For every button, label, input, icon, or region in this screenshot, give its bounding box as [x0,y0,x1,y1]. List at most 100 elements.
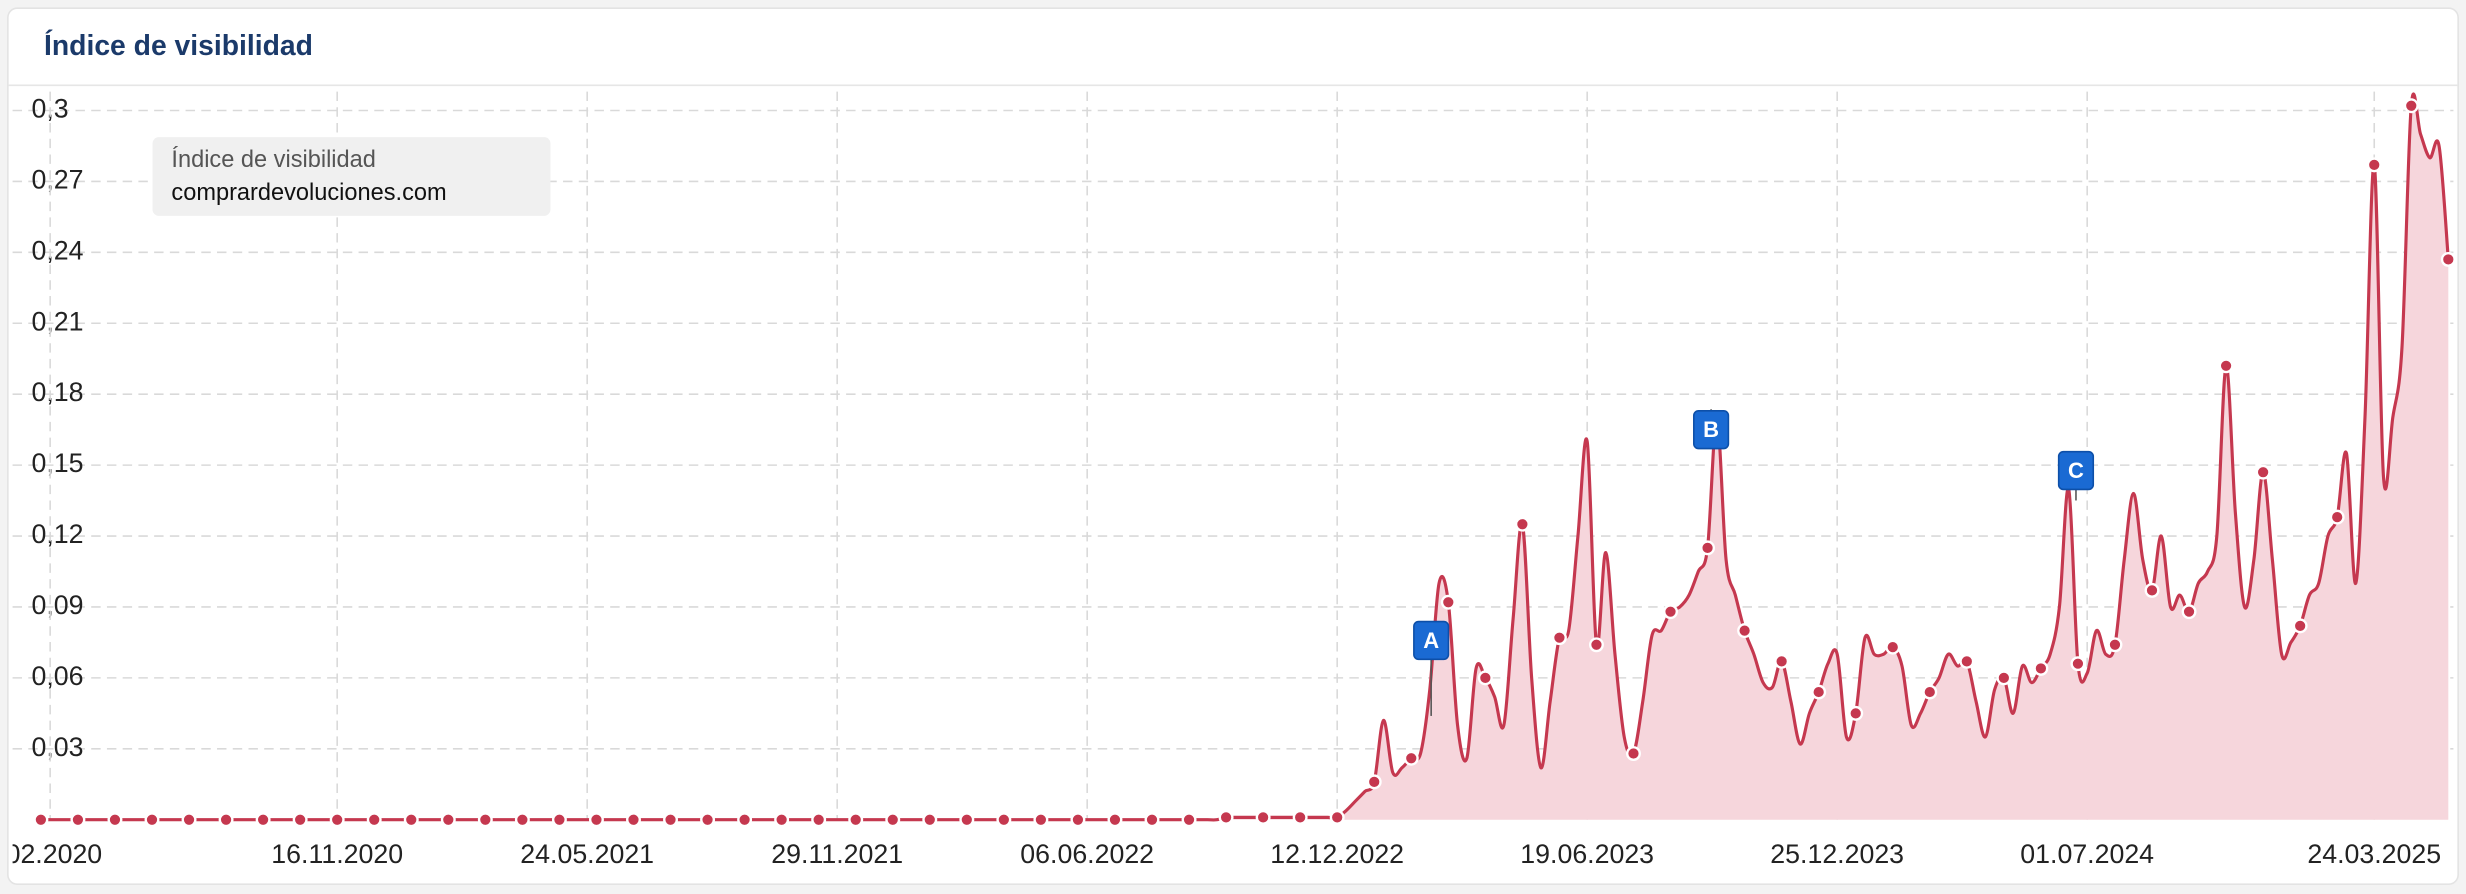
marker [1811,684,1827,700]
marker [2403,98,2419,114]
marker [1922,684,1938,700]
marker [218,812,234,828]
marker [2107,637,2123,653]
marker [1514,516,1530,532]
marker [2255,464,2271,480]
legend-box [152,137,551,216]
y-tick-label: 0,18 [31,377,83,407]
marker [2144,582,2160,598]
marker [1144,812,1160,828]
marker [1996,670,2012,686]
marker [1663,604,1678,620]
marker [626,812,641,828]
marker [996,812,1012,828]
marker [1959,653,1975,669]
y-tick-label: 0,09 [31,590,83,620]
x-tick-label: .02.2020 [0,839,102,869]
marker [922,812,938,828]
marker [1848,705,1864,721]
marker [1255,809,1271,825]
marker [477,812,493,828]
y-tick-label: 0,12 [31,519,83,549]
marker [255,812,271,828]
marker [1292,809,1308,825]
x-tick-label: 24.05.2021 [520,839,654,869]
marker [403,812,419,828]
marker [2033,660,2049,676]
marker [1588,637,1604,653]
marker [848,812,864,828]
marker [1033,812,1049,828]
marker [1218,809,1234,825]
marker [1477,670,1493,686]
marker [329,812,345,828]
marker [1403,750,1419,766]
legend-entry: comprardevoluciones.com [171,179,446,205]
marker [1700,540,1716,556]
grid: 0,030,060,090,120,150,180,210,240,270,3 [12,91,2454,820]
marker [2366,157,2382,173]
annotation-label: B [1703,417,1719,442]
marker [588,812,604,828]
y-tick-label: 0,15 [31,448,83,478]
marker [663,812,678,828]
marker [514,812,530,828]
annotation-box [1693,410,1730,450]
marker [1366,774,1382,790]
marker [181,812,197,828]
marker [2218,358,2234,374]
annotations: A B C [1413,409,2095,716]
x-tick-label: 29.11.2021 [771,839,903,869]
x-tick-label: 19.06.2023 [1520,839,1654,869]
marker [1440,594,1456,610]
y-tick-label: 0,03 [31,732,83,762]
marker [1737,623,1753,639]
plot [33,92,2456,828]
marker [366,812,382,828]
marker [1626,746,1641,762]
line [40,92,2450,822]
marker [2070,656,2086,672]
x-axis: .02.2020 16.11.2020 24.05.2021 29.11.2021 06… [0,839,2442,869]
legend-title: Índice de visibilidad [171,146,375,172]
marker [700,812,716,828]
marker [2292,618,2308,634]
marker [2329,509,2345,525]
area [40,93,2449,820]
marker [551,812,567,828]
y-tick-label: 0,27 [31,164,83,194]
x-tick-label: 01.07.2024 [2020,839,2154,869]
marker [1329,809,1345,825]
marker [144,812,160,828]
y-tick-label: 0,21 [31,306,83,336]
marker [737,812,753,828]
marker [959,812,975,828]
x-tick-label: 16.11.2020 [271,839,403,869]
marker [70,812,86,828]
marker [2440,251,2456,267]
marker [2181,604,2197,620]
annotation-label: A [1423,628,1439,653]
marker [292,812,308,828]
x-tick-label: 25.12.2023 [1770,839,1904,869]
chart-title: Índice de visibilidad [44,29,313,61]
annotation-box [2057,450,2095,491]
marker [1774,653,1790,669]
x-tick-label: 12.12.2022 [1270,839,1404,869]
marker [1551,630,1567,646]
x-tick-label: 06.06.2022 [1020,839,1154,869]
y-tick-label: 0,06 [31,661,83,691]
marker [440,812,456,828]
x-tick-label: 24.03.2025 [2307,839,2441,869]
marker [33,812,49,828]
marker [107,812,123,828]
marker [1885,639,1901,655]
annotation-box [1413,620,1450,661]
marker [811,812,827,828]
marker [1070,812,1086,828]
marker [774,812,790,828]
annotation-label: C [2068,458,2084,483]
marker [1107,812,1123,828]
